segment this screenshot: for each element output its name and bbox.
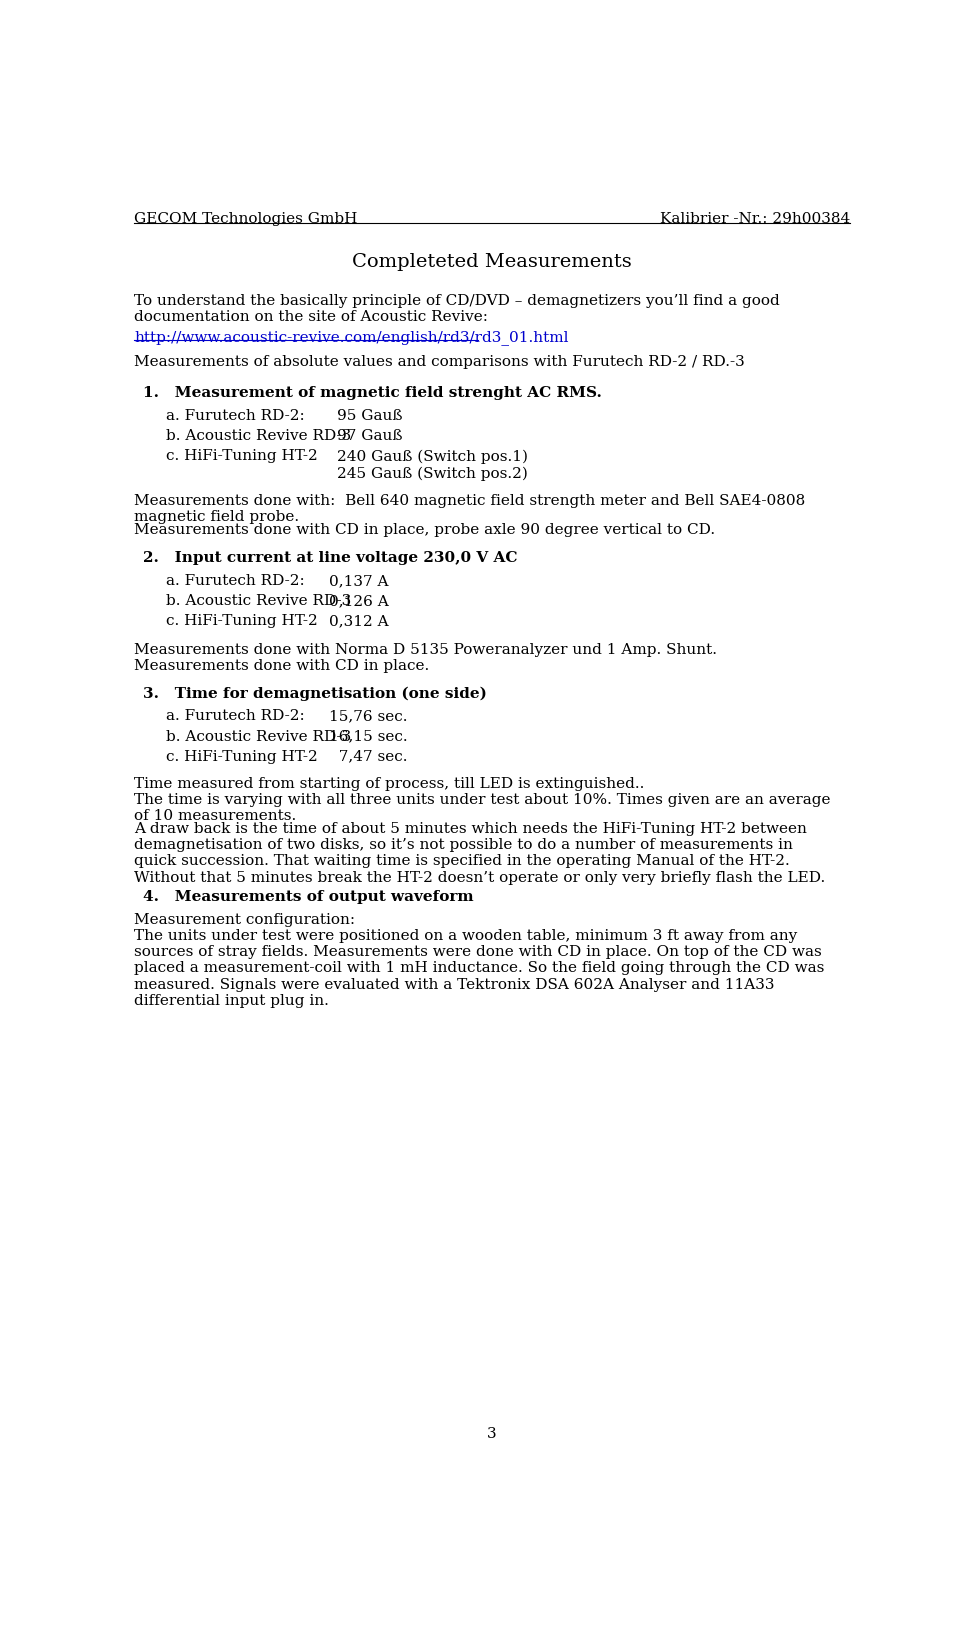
- Text: Measurement configuration:
The units under test were positioned on a wooden tabl: Measurement configuration: The units und…: [134, 912, 825, 1008]
- Text: 3: 3: [487, 1428, 497, 1441]
- Text: Measurements done with CD in place.: Measurements done with CD in place.: [134, 659, 429, 673]
- Text: 2.   Input current at line voltage 230,0 V AC: 2. Input current at line voltage 230,0 V…: [143, 551, 517, 564]
- Text: Measurements done with Norma D 5135 Poweranalyzer und 1 Amp. Shunt.: Measurements done with Norma D 5135 Powe…: [134, 644, 717, 657]
- Text: c. HiFi-Tuning HT-2: c. HiFi-Tuning HT-2: [166, 449, 319, 463]
- Text: a. Furutech RD-2:: a. Furutech RD-2:: [166, 410, 305, 423]
- Text: 95 Gauß: 95 Gauß: [337, 410, 402, 423]
- Text: GECOM Technologies GmbH: GECOM Technologies GmbH: [134, 211, 357, 226]
- Text: c. HiFi-Tuning HT-2: c. HiFi-Tuning HT-2: [166, 615, 319, 628]
- Text: Time measured from starting of process, till LED is extinguished..: Time measured from starting of process, …: [134, 777, 644, 792]
- Text: c. HiFi-Tuning HT-2: c. HiFi-Tuning HT-2: [166, 750, 319, 764]
- Text: The time is varying with all three units under test about 10%. Times given are a: The time is varying with all three units…: [134, 792, 830, 823]
- Text: a. Furutech RD-2:: a. Furutech RD-2:: [166, 574, 305, 589]
- Text: 15,76 sec.: 15,76 sec.: [329, 709, 408, 724]
- Text: 0,126 A: 0,126 A: [329, 593, 389, 608]
- Text: Measurements done with:  Bell 640 magnetic field strength meter and Bell SAE4-08: Measurements done with: Bell 640 magneti…: [134, 494, 805, 524]
- Text: 4.   Measurements of output waveform: 4. Measurements of output waveform: [143, 889, 474, 904]
- Text: 240 Gauß (Switch pos.1): 240 Gauß (Switch pos.1): [337, 449, 528, 463]
- Text: 0,312 A: 0,312 A: [329, 615, 389, 628]
- Text: 245 Gauß (Switch pos.2): 245 Gauß (Switch pos.2): [337, 467, 528, 481]
- Text: 7,47 sec.: 7,47 sec.: [329, 750, 408, 764]
- Text: Completeted Measurements: Completeted Measurements: [352, 254, 632, 272]
- Text: To understand the basically principle of CD/DVD – demagnetizers you’ll find a go: To understand the basically principle of…: [134, 294, 780, 324]
- Text: a. Furutech RD-2:: a. Furutech RD-2:: [166, 709, 305, 724]
- Text: b. Acoustic Revive RD-3: b. Acoustic Revive RD-3: [166, 730, 351, 743]
- Text: 97 Gauß: 97 Gauß: [337, 429, 402, 444]
- Text: A draw back is the time of about 5 minutes which needs the HiFi-Tuning HT-2 betw: A draw back is the time of about 5 minut…: [134, 821, 826, 885]
- Text: 16,15 sec.: 16,15 sec.: [329, 730, 408, 743]
- Text: Measurements of absolute values and comparisons with Furutech RD-2 / RD.-3: Measurements of absolute values and comp…: [134, 354, 745, 369]
- Text: b. Acoustic Revive RD-3: b. Acoustic Revive RD-3: [166, 593, 351, 608]
- Text: Kalibrier -Nr.: 29h00384: Kalibrier -Nr.: 29h00384: [660, 211, 850, 226]
- Text: 0,137 A: 0,137 A: [329, 574, 389, 589]
- Text: http://www.acoustic-revive.com/english/rd3/rd3_01.html: http://www.acoustic-revive.com/english/r…: [134, 330, 568, 345]
- Text: 3.   Time for demagnetisation (one side): 3. Time for demagnetisation (one side): [143, 686, 487, 701]
- Text: 1.   Measurement of magnetic field strenght AC RMS.: 1. Measurement of magnetic field strengh…: [143, 385, 602, 400]
- Text: Measurements done with CD in place, probe axle 90 degree vertical to CD.: Measurements done with CD in place, prob…: [134, 524, 715, 537]
- Text: b. Acoustic Revive RD-3: b. Acoustic Revive RD-3: [166, 429, 351, 444]
